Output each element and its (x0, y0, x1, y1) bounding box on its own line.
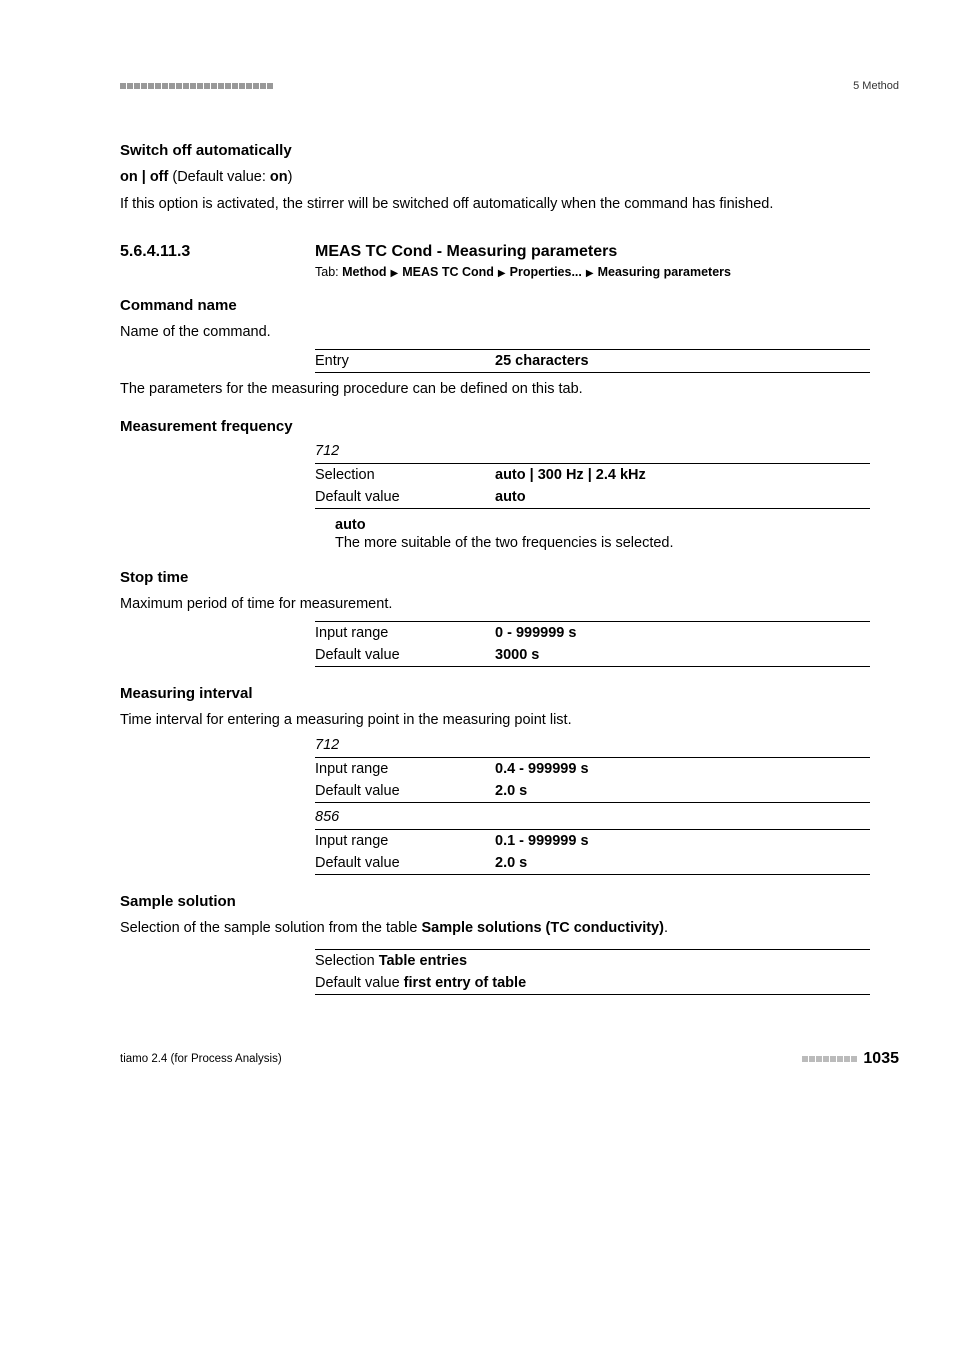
param-key: Default value (315, 780, 495, 803)
table-row: Selectionauto | 300 Hz | 2.4 kHz (315, 464, 870, 487)
param-table: Input range0 - 999999 sDefault value3000… (315, 621, 870, 667)
sub-definition: The more suitable of the two frequencies… (335, 535, 899, 551)
param-key: Default value (315, 486, 495, 509)
param-table: Entry25 characters (315, 349, 870, 373)
chapter-label: 5 Method (853, 80, 899, 92)
param-cell: Default value first entry of table (315, 972, 870, 995)
body-text: Name of the command. (120, 322, 899, 343)
table-row: Input range0.4 - 999999 s (315, 758, 870, 781)
param-label: Measurement frequency (120, 418, 899, 435)
param-key: Input range (315, 622, 495, 645)
section-title: MEAS TC Cond - Measuring parameters (315, 243, 617, 261)
param-label: Switch off automatically (120, 142, 899, 159)
body-text: on | off (Default value: on) (120, 167, 899, 188)
param-label: Measuring interval (120, 685, 899, 702)
breadcrumb: Tab: Method▶MEAS TC Cond▶Properties...▶M… (315, 265, 899, 279)
param-key: Default value (315, 644, 495, 667)
table-row: Default value first entry of table (315, 972, 870, 995)
param-cell: Selection Table entries (315, 950, 870, 973)
param-value: 2.0 s (495, 780, 870, 803)
table-row: Entry25 characters (315, 350, 870, 373)
param-label: Sample solution (120, 893, 899, 910)
page-number: 1035 (863, 1050, 899, 1068)
table-row: Default value2.0 s (315, 852, 870, 875)
device-label: 712 (315, 443, 899, 459)
footer-left-text: tiamo 2.4 (for Process Analysis) (120, 1053, 282, 1065)
param-key: Default value (315, 852, 495, 875)
table-row: Selection Table entries (315, 950, 870, 973)
param-value: 3000 s (495, 644, 870, 667)
sub-term: auto (335, 517, 899, 533)
table-row: Default value2.0 s (315, 780, 870, 803)
device-label: 856 (315, 809, 899, 825)
header-squares (120, 83, 273, 89)
table-row: Input range0 - 999999 s (315, 622, 870, 645)
body-text: Maximum period of time for measurement. (120, 594, 899, 615)
body-text: The parameters for the measuring procedu… (120, 379, 899, 400)
param-value: 25 characters (495, 350, 870, 373)
footer-right: 1035 (802, 1050, 899, 1068)
param-table: Selectionauto | 300 Hz | 2.4 kHzDefault … (315, 463, 870, 509)
body-text: If this option is activated, the stirrer… (120, 194, 899, 215)
param-key: Input range (315, 830, 495, 853)
param-value: auto (495, 486, 870, 509)
param-label: Command name (120, 297, 899, 314)
param-key: Entry (315, 350, 495, 373)
param-table: Input range0.1 - 999999 sDefault value2.… (315, 829, 870, 875)
param-key: Input range (315, 758, 495, 781)
page-header: 5 Method (120, 80, 899, 92)
table-row: Input range0.1 - 999999 s (315, 830, 870, 853)
param-value: auto | 300 Hz | 2.4 kHz (495, 464, 870, 487)
section-number: 5.6.4.11.3 (120, 243, 260, 261)
param-label: Stop time (120, 569, 899, 586)
body-text: Selection of the sample solution from th… (120, 918, 899, 939)
page-content: Switch off automatically on | off (Defaul… (120, 142, 899, 995)
param-table: Selection Table entriesDefault value fir… (315, 949, 870, 995)
param-value: 2.0 s (495, 852, 870, 875)
table-row: Default valueauto (315, 486, 870, 509)
param-table: Input range0.4 - 999999 sDefault value2.… (315, 757, 870, 803)
table-row: Default value3000 s (315, 644, 870, 667)
param-key: Selection (315, 464, 495, 487)
section-heading: 5.6.4.11.3 MEAS TC Cond - Measuring param… (120, 243, 899, 261)
param-value: 0 - 999999 s (495, 622, 870, 645)
footer-squares (802, 1056, 857, 1062)
body-text: Time interval for entering a measuring p… (120, 710, 899, 731)
param-value: 0.4 - 999999 s (495, 758, 870, 781)
device-label: 712 (315, 737, 899, 753)
page-footer: tiamo 2.4 (for Process Analysis) 1035 (120, 1050, 899, 1068)
param-value: 0.1 - 999999 s (495, 830, 870, 853)
